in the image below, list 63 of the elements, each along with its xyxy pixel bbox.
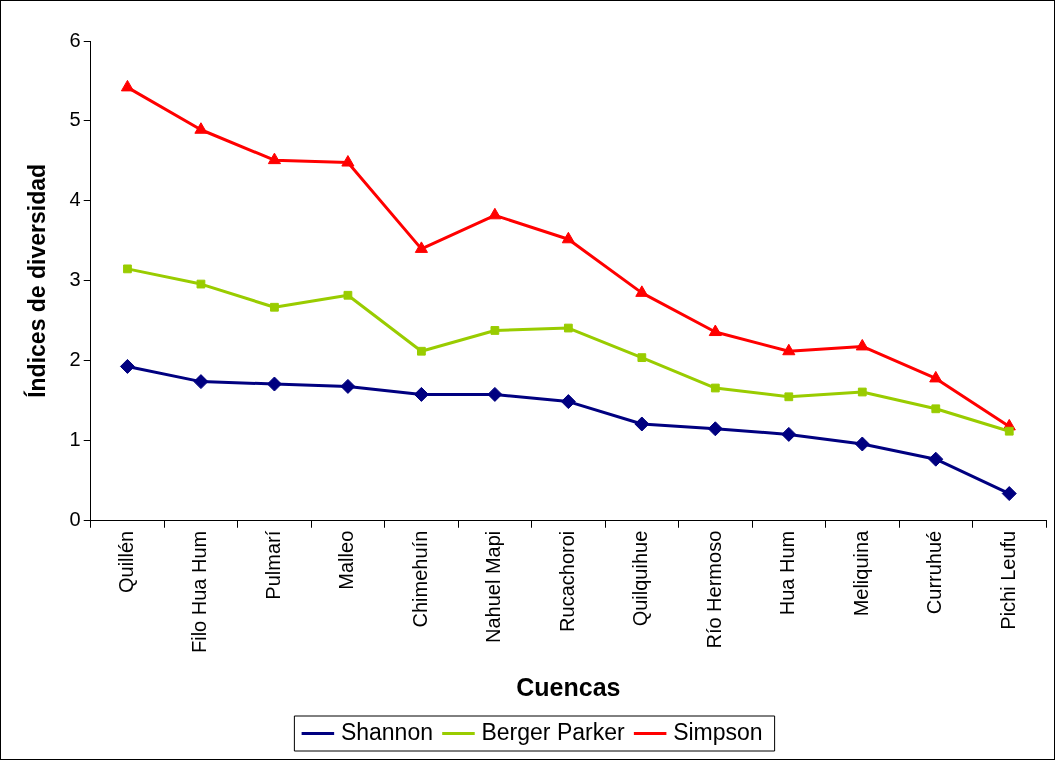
point [857,387,867,397]
point [270,302,279,312]
point [341,155,355,167]
point [266,376,282,392]
y-tick-label: 0 [69,508,81,531]
point [928,451,944,467]
point [855,338,869,351]
point [563,323,573,333]
x-tick-label: Meliquina [849,529,872,617]
point [635,285,649,297]
x-tick-label: Filo Hua Hum [188,530,211,654]
y-axis-title: Índices de diversidad [23,163,51,398]
point [413,386,429,402]
point [707,421,723,437]
x-tick-label: Chimehuín [408,530,431,628]
point [560,394,576,410]
point [343,290,353,300]
point [120,79,135,92]
point [417,346,426,356]
point [931,404,941,414]
point [784,392,794,402]
point [123,264,132,274]
point [340,378,356,394]
y-tick-label: 2 [69,348,81,371]
point [929,370,943,383]
point [119,358,135,374]
x-tick-label: Nahuel Mapi [482,530,505,644]
point [414,241,428,253]
point [487,386,503,402]
point [196,279,206,289]
x-tick-label: Hua Hum [776,530,799,616]
x-tick-label: Malleo [335,530,358,590]
y-tick-label: 4 [69,188,81,211]
y-tick-label: 5 [69,108,81,131]
x-tick-label: Rucachoroi [555,530,578,632]
legend-label: Simpson [673,718,763,745]
x-tick-label: Quillén [114,530,137,594]
x-tick-label: Pulmarí [261,530,284,600]
x-tick-label: Quilquihue [629,530,652,627]
x-tick-label: Curruhué [923,530,946,615]
point [1004,426,1014,436]
point [267,152,281,165]
point [490,326,500,335]
legend-label: Shannon [340,718,433,745]
point [193,374,209,390]
point [637,353,647,363]
point [710,383,720,393]
legend-label: Berger Parker [481,718,625,745]
point [1001,486,1017,502]
point [634,416,650,432]
point [488,207,502,220]
y-tick-label: 3 [69,268,81,291]
point [781,426,797,442]
y-tick-label: 6 [69,28,81,51]
x-tick-label: Río Hermoso [702,530,725,649]
point [561,231,575,244]
y-tick-label: 1 [69,428,81,451]
point [854,436,870,452]
x-axis-title: Cuencas [516,672,621,701]
x-tick-label: Pichi Leufu [996,530,1019,630]
point [194,122,208,134]
point [782,343,796,356]
point [708,324,722,337]
